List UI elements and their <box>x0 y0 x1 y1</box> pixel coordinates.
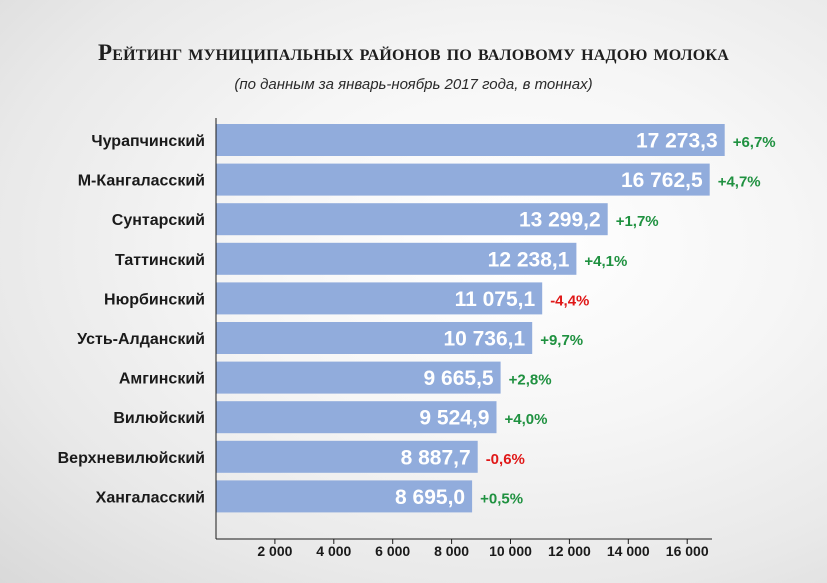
value-label: 16 762,5 <box>621 169 703 192</box>
category-label: Таттинский <box>115 252 205 269</box>
change-label: +6,7% <box>733 134 776 151</box>
x-tick-label: 10 000 <box>489 543 532 559</box>
change-label: +0,5% <box>480 490 523 507</box>
x-tick-label: 4 000 <box>316 543 351 559</box>
value-label: 12 238,1 <box>488 248 570 271</box>
x-tick-label: 16 000 <box>666 543 709 559</box>
category-label: Хангаласский <box>96 489 205 506</box>
x-tick-label: 14 000 <box>607 543 650 559</box>
change-label: +4,7% <box>718 174 761 191</box>
change-label: -0,6% <box>486 451 525 468</box>
change-label: +9,7% <box>540 332 583 349</box>
change-label: +2,8% <box>509 372 552 389</box>
change-label: +4,1% <box>584 253 627 270</box>
value-label: 8 887,7 <box>401 446 471 469</box>
value-label: 9 524,9 <box>419 407 489 430</box>
x-tick-label: 12 000 <box>548 543 591 559</box>
value-label: 9 665,5 <box>424 367 494 390</box>
bar-row-3 <box>216 203 608 236</box>
bars-layer: Чурапчинский 17 273,3 +6,7% М-Кангаласский 1… <box>58 124 776 513</box>
bar-row-8 <box>216 401 497 434</box>
bar-group-row-5: Нюрбинский 11 075,1 -4,4% <box>104 282 589 315</box>
bar-row-7 <box>216 361 501 394</box>
value-label: 17 273,3 <box>636 130 718 153</box>
change-label: -4,4% <box>550 292 589 309</box>
bar-group-row-6: Усть-Алданский 10 736,1 +9,7% <box>77 322 583 354</box>
category-label: Нюрбинский <box>104 291 205 308</box>
x-tick-label: 8 000 <box>434 543 469 559</box>
category-label: Вилюйский <box>113 410 205 427</box>
bar-row-6 <box>216 322 533 354</box>
value-label: 10 736,1 <box>443 328 525 351</box>
bar-row-10 <box>216 480 473 513</box>
value-label: 13 299,2 <box>519 209 601 232</box>
category-label: Сунтарский <box>112 212 205 229</box>
value-label: 8 695,0 <box>395 486 465 509</box>
bar-group-row-10: Хангаласский 8 695,0 +0,5% <box>96 480 523 513</box>
bar-row-9 <box>216 440 478 473</box>
category-label: Верхневилюйский <box>58 450 205 467</box>
bar-row-5 <box>216 282 543 315</box>
value-label: 11 075,1 <box>455 288 536 311</box>
category-label: Чурапчинский <box>91 133 205 150</box>
bar-row-4 <box>216 242 577 275</box>
bar-group-row-9: Верхневилюйский 8 887,7 -0,6% <box>58 440 525 473</box>
chart-title: Рейтинг муниципальных районов по валовом… <box>98 40 729 65</box>
category-label: Амгинский <box>119 371 205 388</box>
change-label: +1,7% <box>616 213 659 230</box>
bar-group-row-3: Сунтарский 13 299,2 +1,7% <box>112 203 659 236</box>
bar-group-row-8: Вилюйский 9 524,9 +4,0% <box>113 401 548 434</box>
bar-group-row-4: Таттинский 12 238,1 +4,1% <box>115 242 627 275</box>
axis-layer: 2 000 4 000 6 000 8 000 10 000 12 000 14 000 16… <box>215 118 712 559</box>
bar-row-2 <box>216 163 710 196</box>
x-tick-label: 2 000 <box>257 543 292 559</box>
chart-subtitle: (по данным за январь-ноябрь 2017 года, в… <box>234 76 593 93</box>
change-label: +4,0% <box>505 411 548 428</box>
category-label: Усть-Алданский <box>77 331 205 348</box>
bar-group-row-1: Чурапчинский 17 273,3 +6,7% <box>91 124 776 156</box>
category-label: М-Кангаласский <box>78 173 205 190</box>
bar-row-1 <box>216 124 725 156</box>
bar-group-row-7: Амгинский 9 665,5 +2,8% <box>119 361 552 394</box>
bar-group-row-2: М-Кангаласский 16 762,5 +4,7% <box>78 163 761 196</box>
x-tick-label: 6 000 <box>375 543 410 559</box>
